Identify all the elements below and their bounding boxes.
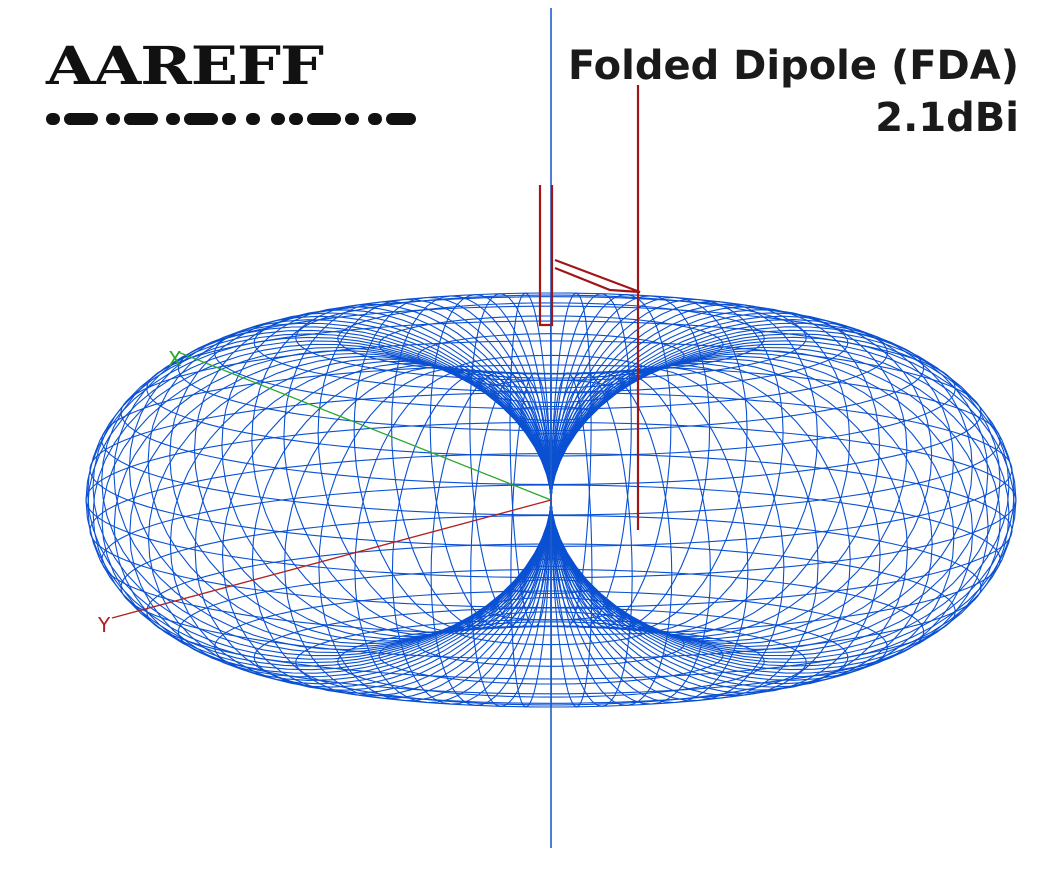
pattern-parallel [378,315,724,374]
x-axis [177,351,552,501]
logo-morse-dots [46,113,416,125]
pattern-parallel [214,590,888,704]
title-line-antenna: Folded Dipole (FDA) [567,43,1019,89]
radiation-pattern-mesh [85,292,1017,708]
logo-text: AAREFF [46,34,324,97]
antenna-element [538,85,641,530]
pattern-parallel [253,292,849,393]
pattern-parallel [483,597,619,621]
pattern-parallel [146,543,956,680]
pattern-parallel [508,579,594,595]
y-axis-label: Y [97,613,111,637]
pattern-parallel [253,607,849,708]
pattern-parallel [89,391,1013,547]
pattern-parallel [337,302,765,375]
pattern-parallel [89,453,1013,609]
y-axis [111,499,552,619]
pattern-parallel [417,621,685,667]
pattern-parallel [508,405,594,421]
pattern-parallel [214,296,888,410]
x-axis-label: X [168,347,182,371]
pattern-parallel [177,305,925,432]
pattern-parallel [452,611,650,646]
pattern-parallel [295,294,807,381]
pattern-parallel [528,432,574,442]
pattern-parallel [337,625,765,698]
pattern-parallel [295,619,807,706]
pattern-parallel [528,558,574,568]
pattern-parallel [541,459,562,464]
pattern-parallel [540,536,561,541]
pattern-parallel [146,320,956,457]
chart-title: Folded Dipole (FDA) 2.1dBi [568,40,1019,144]
pattern-parallel [101,364,1001,516]
pattern-parallel [378,626,724,685]
pattern-parallel [85,421,1017,579]
pattern-parallel [120,340,982,485]
pattern-parallel [177,568,925,695]
aareff-logo: AAREFF [46,40,416,136]
title-line-gain: 2.1dBi [875,95,1019,141]
